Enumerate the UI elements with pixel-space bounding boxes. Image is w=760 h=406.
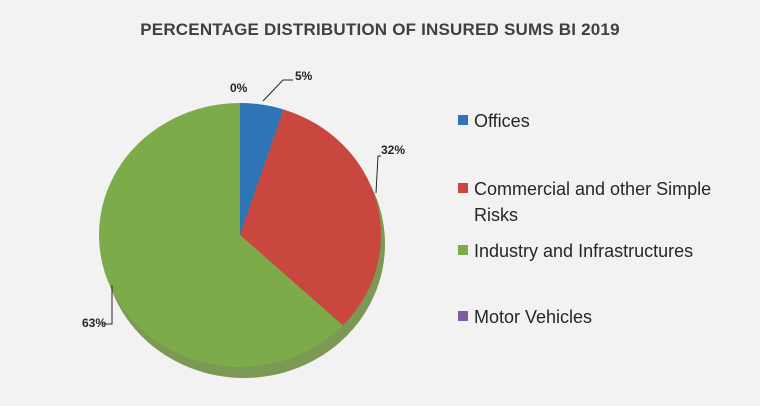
leader-line-offices — [262, 79, 293, 102]
data-label-industry-and-infrastructures: 63% — [82, 316, 106, 330]
legend-item-motor-vehicles: Motor Vehicles — [458, 304, 744, 330]
chart-title: PERCENTAGE DISTRIBUTION OF INSURED SUMS … — [140, 20, 620, 39]
data-label-offices: 5% — [295, 69, 313, 83]
pie-slice-offices — [240, 103, 284, 235]
data-label-commercial-and-other-simple-risks: 32% — [381, 143, 405, 157]
legend-item-offices: Offices — [458, 108, 744, 134]
legend-swatch-offices — [458, 115, 468, 125]
legend-swatch-commercial-and-other-simple-risks — [458, 183, 468, 193]
legend-item-commercial-and-other-simple-risks: Commercial and other Simple Risks — [458, 176, 744, 228]
legend-label-commercial-and-other-simple-risks: Commercial and other Simple Risks — [474, 179, 712, 225]
legend-label-industry-and-infrastructures: Industry and Infrastructures — [474, 241, 694, 261]
legend-item-industry-and-infrastructures: Industry and Infrastructures — [458, 238, 744, 264]
legend-swatch-motor-vehicles — [458, 311, 468, 321]
leader-line-commercial-and-other-simple-risks — [375, 155, 381, 194]
data-label-motor-vehicles: 0% — [230, 81, 248, 95]
pie-slice-industry-and-infrastructures — [99, 103, 343, 368]
leader-line-industry-and-infrastructures — [103, 285, 113, 325]
pie-slice-commercial-and-other-simple-risks — [240, 109, 381, 326]
legend-label-offices: Offices — [474, 111, 530, 131]
legend-swatch-industry-and-infrastructures — [458, 245, 468, 255]
legend-label-motor-vehicles: Motor Vehicles — [474, 307, 593, 327]
